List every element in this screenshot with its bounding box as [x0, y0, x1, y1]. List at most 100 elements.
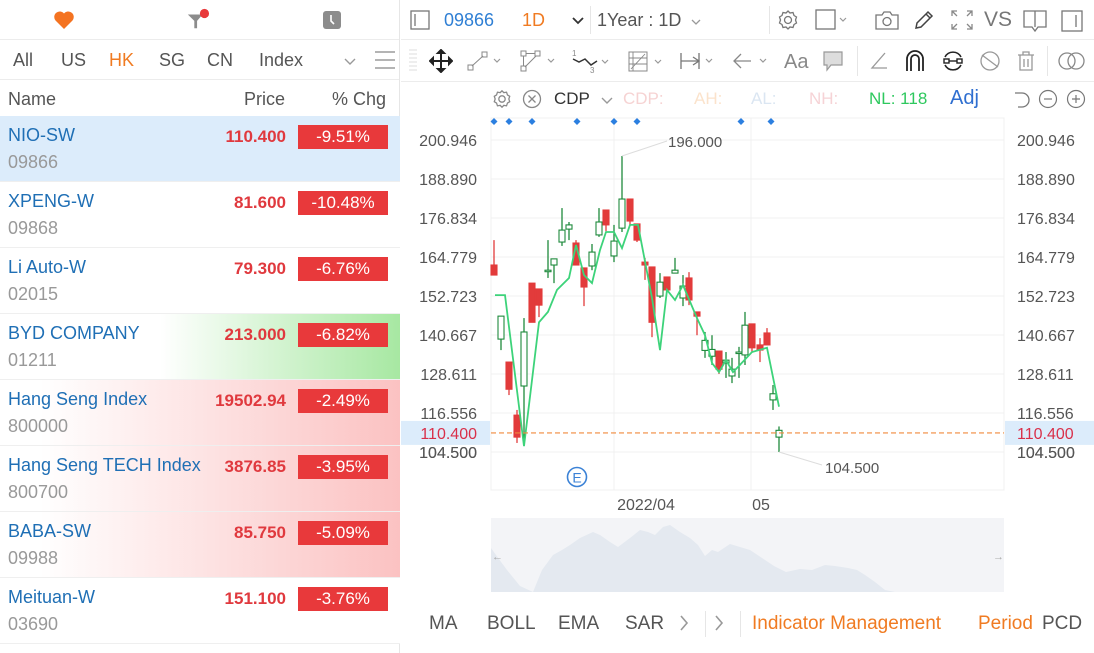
settings-gear-icon[interactable]	[777, 9, 799, 36]
move-crosshair-icon[interactable]	[428, 48, 454, 78]
watchlist-top-icons	[0, 0, 399, 40]
column-chg[interactable]: % Chg	[332, 89, 387, 109]
change-badge: -6.76%	[298, 257, 388, 281]
hide-drawings-icon[interactable]	[978, 49, 1002, 78]
pencil-draw-icon[interactable]	[913, 9, 935, 36]
favorites-heart-icon[interactable]	[52, 8, 76, 32]
divider	[705, 611, 706, 637]
change-badge: -5.09%	[298, 521, 388, 545]
text-tool-button[interactable]: Aa	[784, 51, 809, 73]
symbol-code[interactable]: 09866	[444, 10, 495, 30]
watchlist-row[interactable]: Meituan-W 03690 151.100 -3.76%	[0, 578, 400, 644]
range-selector[interactable]: 1Year : 1D	[597, 10, 682, 30]
change-badge: -2.49%	[298, 389, 388, 413]
indicator-chevron-down-icon[interactable]	[600, 93, 614, 111]
chart-type-icon[interactable]	[815, 9, 851, 36]
divider	[590, 6, 591, 34]
column-name[interactable]: Name	[8, 89, 57, 109]
chevron-right-icon[interactable]	[713, 614, 725, 638]
panel-toggle-icon[interactable]	[1061, 10, 1083, 37]
pcd-link[interactable]: PCD	[1042, 613, 1083, 634]
fibonacci-tool-icon[interactable]	[627, 48, 667, 79]
change-badge: -10.48%	[298, 191, 388, 215]
arrow-tool-icon[interactable]	[731, 49, 771, 78]
trash-delete-icon[interactable]	[1016, 50, 1036, 77]
stock-price: 213.000	[224, 325, 286, 344]
camera-screenshot-icon[interactable]	[875, 10, 899, 35]
indicator-sar[interactable]: SAR	[625, 613, 665, 634]
menu-list-icon[interactable]	[374, 50, 396, 75]
polygon-tool-icon[interactable]	[519, 49, 559, 78]
indicator-ma[interactable]: MA	[429, 613, 458, 634]
watchlist-panel: All US HK SG CN Index Name Price % Chg N…	[0, 0, 400, 653]
chevron-right-icon[interactable]	[678, 614, 690, 638]
tab-index[interactable]: Index	[259, 50, 304, 70]
tab-cn[interactable]: CN	[207, 50, 233, 70]
watchlist-row[interactable]: Hang Seng TECH Index 800700 3876.85 -3.95%	[0, 446, 400, 512]
magnet-icon[interactable]	[904, 49, 926, 78]
reset-undo-icon[interactable]	[1012, 90, 1032, 115]
stock-price: 81.600	[234, 193, 286, 212]
clock-icon[interactable]	[320, 8, 344, 32]
overlap-circles-icon[interactable]	[1058, 51, 1086, 76]
stock-price: 151.100	[224, 589, 286, 608]
divider	[857, 46, 858, 76]
watchlist-row[interactable]: BYD COMPANY 01211 213.000 -6.82%	[0, 314, 400, 380]
adjust-button[interactable]: Adj	[950, 87, 979, 109]
indicator-ema[interactable]: EMA	[558, 613, 600, 634]
watchlist-row[interactable]: NIO-SW 09866 110.400 -9.51%	[0, 116, 400, 182]
stock-code: 01211	[8, 350, 57, 370]
column-price[interactable]: Price	[244, 89, 286, 109]
market-tabs: All US HK SG CN Index	[0, 40, 399, 80]
comment-bubble-icon[interactable]	[822, 50, 844, 77]
svg-text:3: 3	[590, 66, 595, 75]
compare-vs-button[interactable]: VS	[984, 8, 1013, 31]
angle-tool-icon[interactable]	[869, 50, 889, 77]
watchlist-column-header: Name Price % Chg	[0, 80, 399, 116]
period-chevron-down-icon[interactable]	[571, 14, 585, 32]
stock-code: 09868	[8, 218, 59, 238]
drag-handle-icon[interactable]	[409, 48, 417, 79]
tab-us[interactable]: US	[61, 50, 87, 70]
watchlist-row[interactable]: Li Auto-W 02015 79.300 -6.76%	[0, 248, 400, 314]
chevron-down-icon[interactable]	[343, 52, 357, 73]
nh-value: NH:	[809, 89, 839, 108]
watchlist-row[interactable]: XPENG-W 09868 81.600 -10.48%	[0, 182, 400, 248]
watchlist-row[interactable]: Hang Seng Index 800000 19502.94 -2.49%	[0, 380, 400, 446]
tab-all[interactable]: All	[13, 50, 34, 70]
indicator-management-link[interactable]: Indicator Management	[752, 613, 942, 634]
book-notes-icon[interactable]	[1022, 9, 1048, 38]
range-chevron-down-icon[interactable]	[690, 15, 702, 33]
stock-name: Li Auto-W	[8, 257, 87, 277]
stock-name: BABA-SW	[8, 521, 92, 541]
zoom-in-icon[interactable]	[1066, 89, 1086, 114]
divider	[769, 6, 770, 34]
stock-code: 800700	[8, 482, 69, 502]
measure-range-tool-icon[interactable]	[679, 49, 719, 78]
indicator-selector[interactable]: CDP	[554, 89, 590, 108]
indicator-boll[interactable]: BOLL	[487, 613, 536, 634]
sync-drawings-icon[interactable]	[941, 49, 965, 78]
indicator-close-icon[interactable]	[522, 89, 542, 114]
period-selector[interactable]: 1D	[522, 10, 546, 30]
tab-sg[interactable]: SG	[159, 50, 186, 70]
filter-icon[interactable]	[186, 8, 210, 32]
divider	[740, 611, 741, 637]
watchlist-row[interactable]: BABA-SW 09988 85.750 -5.09%	[0, 512, 400, 578]
fullscreen-expand-icon[interactable]	[950, 9, 974, 36]
zoom-out-icon[interactable]	[1038, 89, 1058, 114]
watchlist-row-partial[interactable]	[0, 644, 400, 653]
stock-price: 110.400	[225, 127, 286, 146]
trend-line-tool-icon[interactable]	[467, 50, 505, 77]
period-link[interactable]: Period	[978, 613, 1033, 634]
stock-code: 09866	[8, 152, 59, 172]
indicator-legend-row: CDP CDP: AH: AL: NH: NL: 118 Adj	[401, 84, 1094, 114]
al-value: AL:	[751, 89, 777, 108]
tab-hk[interactable]: HK	[109, 50, 135, 70]
stock-price: 3876.85	[224, 457, 286, 476]
nl-value: NL: 118	[869, 89, 928, 108]
sidebar-toggle-icon[interactable]	[410, 10, 430, 35]
indicator-settings-gear-icon[interactable]	[492, 89, 512, 114]
